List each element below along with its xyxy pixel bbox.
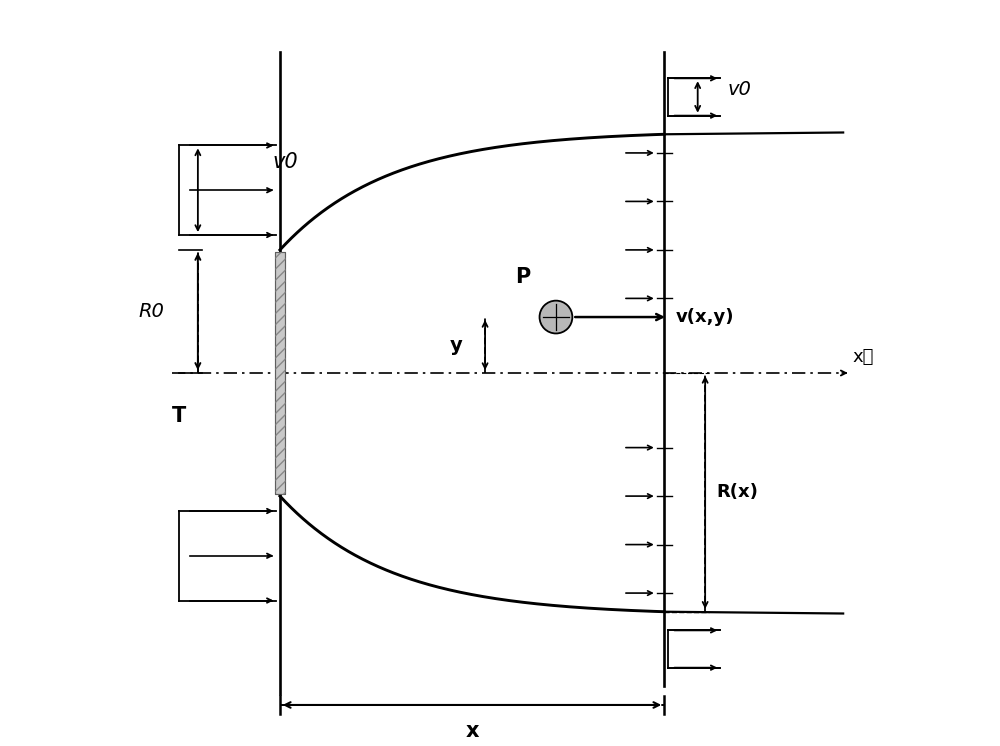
Bar — [275, 252, 285, 494]
Text: v0: v0 — [728, 80, 751, 99]
Text: R0: R0 — [138, 302, 164, 321]
Text: v0: v0 — [272, 151, 298, 172]
Text: y: y — [450, 336, 463, 354]
Text: x: x — [465, 721, 479, 742]
Text: v(x,y): v(x,y) — [675, 308, 734, 326]
Text: R(x): R(x) — [716, 483, 758, 501]
Text: x轴: x轴 — [852, 348, 873, 366]
Text: P: P — [515, 267, 530, 287]
Text: T: T — [172, 406, 186, 426]
Circle shape — [540, 301, 572, 333]
Bar — [275, 252, 285, 494]
